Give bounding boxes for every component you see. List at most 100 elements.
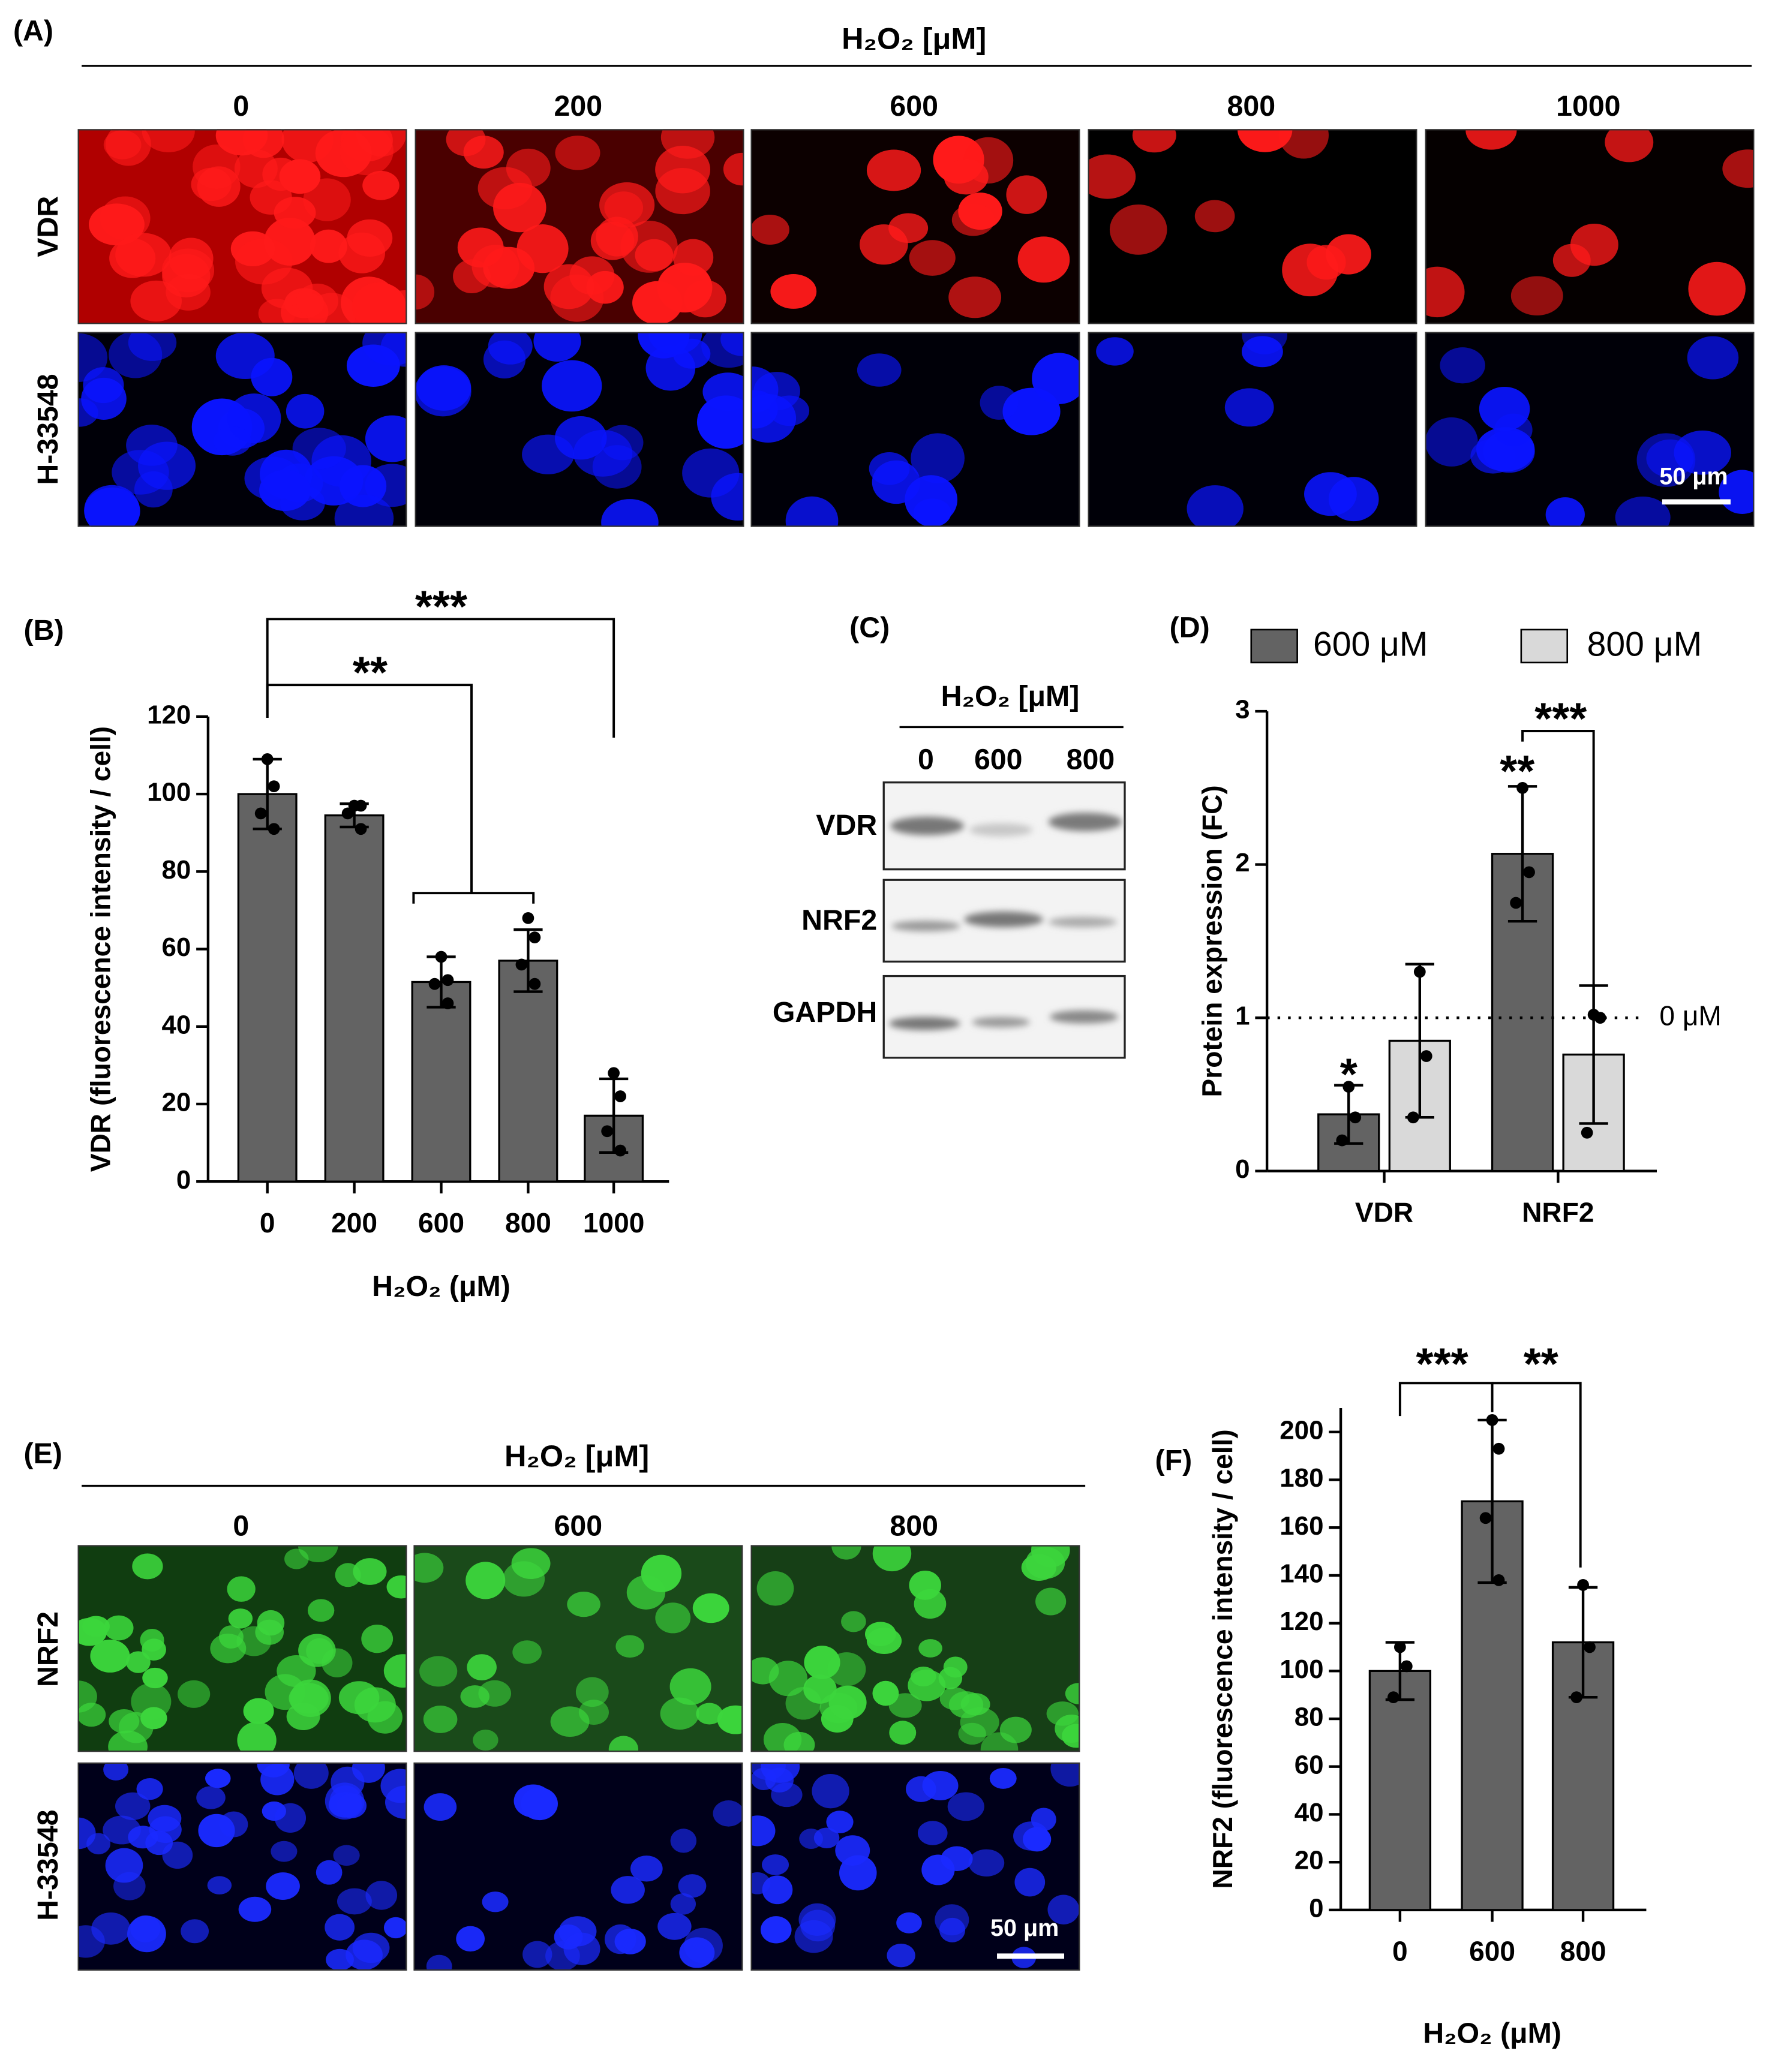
nucleus	[626, 1575, 666, 1610]
nucleus	[214, 426, 251, 456]
data-point	[522, 912, 534, 924]
micrograph-frame	[1088, 332, 1417, 527]
nucleus	[943, 1656, 968, 1678]
nucleus	[112, 450, 169, 495]
nucleus	[1552, 243, 1591, 277]
nucleus	[947, 1792, 984, 1821]
panel-label: (B)	[24, 614, 64, 646]
scale-bar-label: 50 μm	[1659, 464, 1728, 490]
nucleus	[473, 1730, 498, 1751]
blot-band	[972, 1017, 1030, 1028]
nucleus	[109, 1709, 140, 1734]
nucleus	[672, 239, 714, 276]
nucleus	[258, 299, 296, 324]
y-tick-label: 200	[1280, 1415, 1323, 1445]
column-label: 0	[233, 90, 249, 122]
x-axis-label: H₂O₂ (μM)	[1423, 2017, 1561, 2049]
nucleus	[1465, 129, 1517, 150]
data-point	[614, 1090, 626, 1102]
nucleus	[307, 293, 356, 324]
nucleus	[178, 1680, 211, 1708]
row-label: H-33548	[32, 374, 64, 485]
nucleus	[136, 1778, 163, 1800]
nucleus	[1241, 336, 1283, 368]
nucleus	[353, 1558, 387, 1585]
nucleus	[701, 332, 744, 368]
bar	[411, 981, 471, 1183]
blot-band	[891, 921, 960, 931]
column-label: 1000	[1556, 90, 1620, 122]
nucleus	[750, 214, 789, 245]
y-tick-label: 100	[1280, 1655, 1323, 1684]
nucleus	[827, 1652, 866, 1686]
nucleus	[361, 1625, 394, 1653]
data-point	[1516, 781, 1528, 794]
x-tick-label: 200	[331, 1207, 377, 1238]
nucleus	[483, 340, 526, 379]
blot-band	[890, 816, 965, 835]
data-point	[1523, 866, 1535, 879]
panel-label: (D)	[1170, 612, 1210, 644]
nucleus	[109, 238, 156, 278]
nucleus	[235, 238, 293, 285]
blot-band	[889, 1017, 960, 1030]
nucleus	[161, 248, 215, 293]
nucleus	[717, 1705, 743, 1734]
micrograph	[77, 332, 407, 527]
nucleus	[859, 224, 908, 265]
y-tick-label: 0	[176, 1165, 191, 1195]
nucleus	[145, 1830, 173, 1856]
micrograph	[1425, 332, 1755, 527]
nucleus	[1132, 129, 1176, 153]
nucleus	[841, 1611, 866, 1632]
nucleus	[89, 203, 145, 246]
nucleus	[333, 1845, 360, 1866]
nucleus	[236, 1626, 272, 1656]
nucleus	[446, 129, 486, 157]
scale-bar-label: 50 μm	[990, 1915, 1059, 1941]
blot-band	[1048, 813, 1122, 831]
column-label: 200	[554, 90, 603, 122]
y-tick-label: 2	[1235, 848, 1250, 877]
nucleus	[614, 1928, 646, 1954]
nucleus	[1109, 205, 1167, 255]
row-label: GAPDH	[773, 996, 877, 1029]
nucleus	[82, 1616, 110, 1637]
nucleus	[347, 219, 393, 257]
data-point	[254, 807, 267, 820]
nucleus	[426, 1954, 452, 1971]
nucleus	[1062, 1724, 1080, 1748]
nucleus	[365, 415, 407, 462]
nucleus	[1440, 347, 1485, 384]
y-axis-label: NRF2 (fluorescence intensity / cell)	[1207, 1429, 1238, 1888]
nucleus	[346, 1939, 383, 1970]
nucleus	[325, 1914, 355, 1941]
nucleus	[104, 1615, 134, 1641]
nucleus	[918, 1639, 942, 1658]
nucleus	[271, 1841, 298, 1862]
nucleus	[142, 1638, 166, 1661]
nucleus	[234, 149, 278, 188]
data-point	[1413, 966, 1426, 978]
data-point	[1584, 1641, 1596, 1653]
nucleus	[181, 1919, 209, 1944]
panel-header: H₂O₂ [μM]	[504, 1439, 649, 1473]
nucleus	[292, 428, 346, 470]
nucleus	[228, 1608, 253, 1629]
nucleus	[635, 239, 674, 272]
micrographs	[77, 1545, 1080, 1971]
data-point	[268, 823, 280, 835]
nucleus	[887, 1944, 915, 1968]
nucleus	[456, 1926, 485, 1952]
nucleus	[218, 1625, 244, 1649]
nucleus	[337, 1888, 372, 1915]
reference-label: 0 μM	[1659, 1000, 1721, 1031]
nucleus	[1006, 175, 1047, 214]
nucleus	[334, 494, 394, 527]
nucleus	[555, 136, 600, 170]
x-tick-label: VDR	[1355, 1196, 1413, 1228]
nucleus	[277, 1655, 316, 1688]
nucleus	[1025, 1547, 1065, 1579]
nucleus	[696, 1703, 723, 1725]
nucleus	[386, 1575, 407, 1599]
